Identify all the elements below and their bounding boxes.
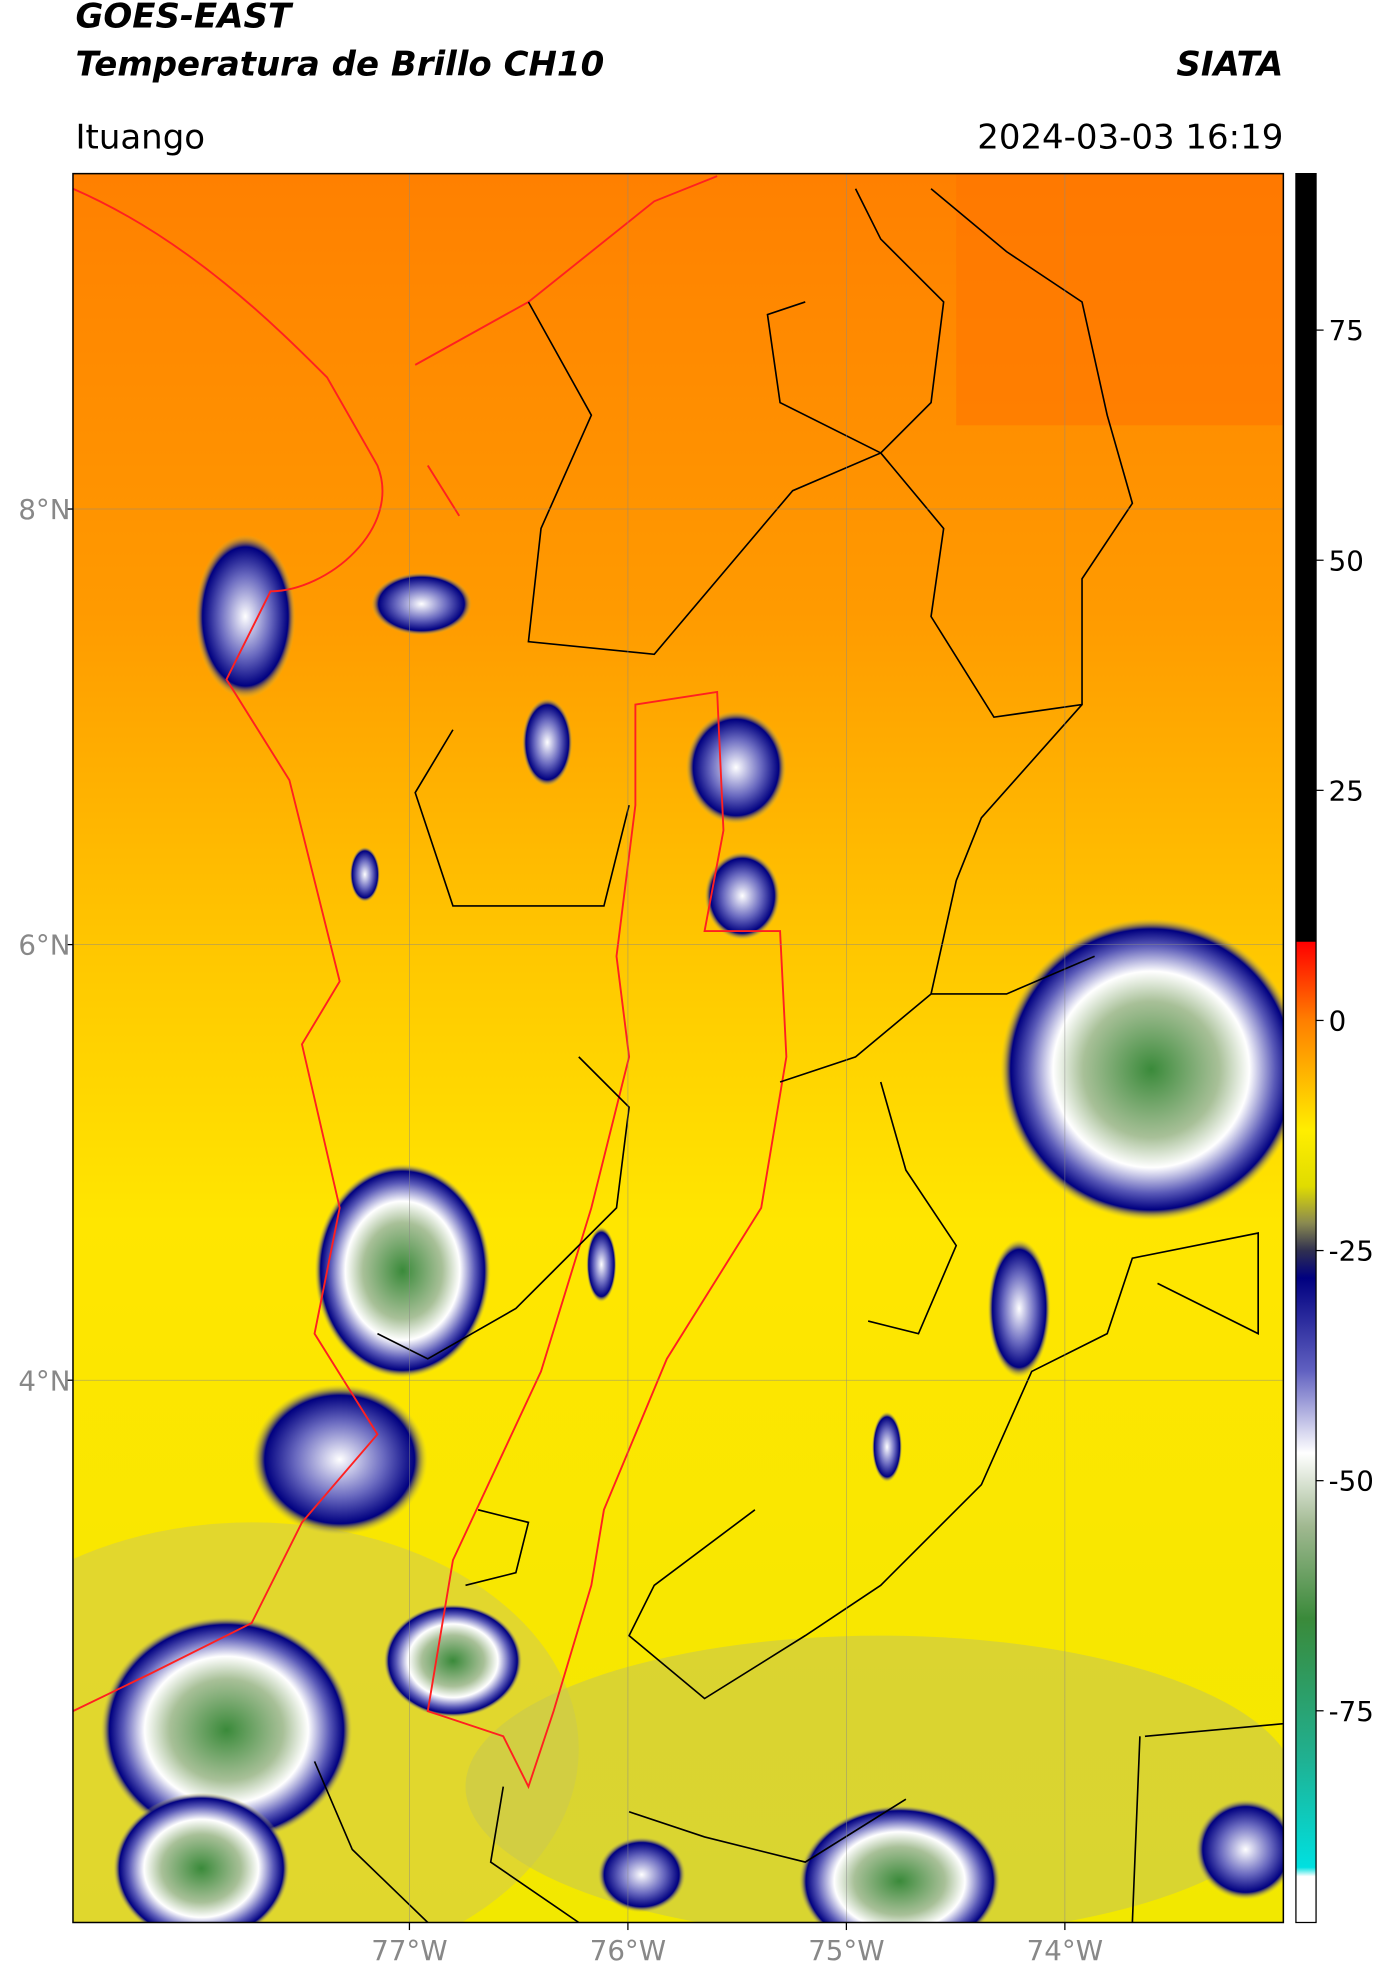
x-tick-label: 75°W	[808, 1934, 884, 1967]
y-tick-label: 4°N	[18, 1364, 70, 1397]
map-image	[72, 173, 1284, 1923]
x-tick-label: 76°W	[590, 1934, 666, 1967]
agency: SIATA	[1176, 44, 1283, 84]
subtitle: Temperatura de Brillo CH10	[75, 44, 604, 84]
colorbar	[1295, 172, 1317, 1924]
y-tick-label: 8°N	[18, 493, 70, 526]
colorbar-tick-label: 0	[1329, 1005, 1347, 1038]
x-tick-label: 74°W	[1027, 1934, 1103, 1967]
y-tick-label: 6°N	[18, 929, 70, 962]
colorbar-tick-label: -25	[1329, 1235, 1374, 1268]
title: GOES-EAST	[75, 0, 293, 37]
location: Ituango	[75, 117, 205, 157]
datetime: 2024-03-03 16:19	[977, 117, 1283, 157]
colorbar-tick-label: 50	[1329, 544, 1364, 577]
map-frame	[72, 172, 1285, 1924]
colorbar-tick-label: -75	[1329, 1695, 1374, 1728]
colorbar-tick-label: 75	[1329, 314, 1364, 347]
colorbar-tick-label: -50	[1329, 1465, 1374, 1498]
colorbar-tick-label: 25	[1329, 774, 1364, 807]
x-tick-label: 77°W	[371, 1934, 447, 1967]
